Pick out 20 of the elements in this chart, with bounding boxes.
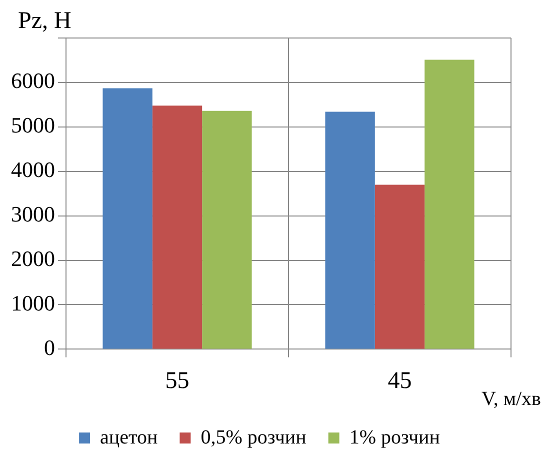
x-tick-label: 45	[388, 368, 412, 394]
y-axis-title: Pz, H	[18, 8, 72, 35]
bar	[202, 110, 252, 349]
y-tick-label: 6000	[11, 68, 55, 94]
legend-label: 0,5% розчин	[200, 426, 307, 448]
y-tick-label: 5000	[11, 112, 55, 138]
y-tick-label: 3000	[11, 202, 55, 227]
bar	[424, 60, 474, 349]
y-tick-label: 2000	[11, 246, 55, 272]
bar	[152, 106, 202, 349]
x-axis-title: V, м/хв	[481, 388, 541, 411]
y-tick-label: 4000	[11, 157, 55, 182]
bar	[374, 184, 425, 349]
legend-label: 1% розчин	[349, 426, 440, 448]
y-tick-label: 0	[44, 334, 55, 360]
y-tick-label: 1000	[11, 290, 55, 316]
bar	[102, 88, 152, 349]
legend-label: ацетон	[100, 426, 158, 448]
bar	[325, 112, 375, 349]
x-tick-label: 55	[165, 368, 190, 394]
